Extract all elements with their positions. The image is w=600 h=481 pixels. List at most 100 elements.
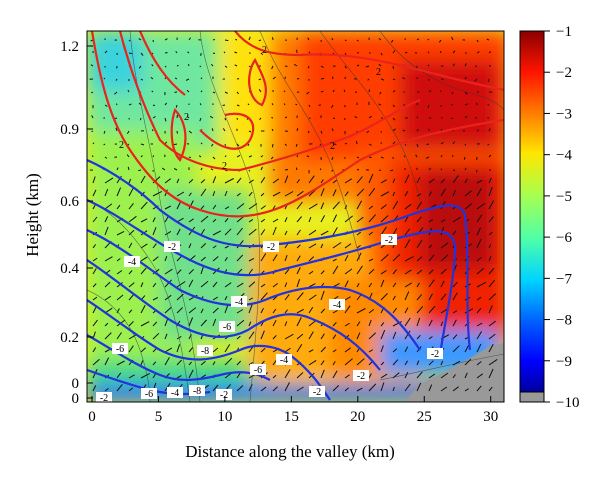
wind-arrow bbox=[258, 39, 262, 42]
wind-arrow bbox=[128, 52, 133, 55]
wind-arrow bbox=[164, 333, 168, 340]
wind-arrow bbox=[428, 305, 436, 314]
svg-text:-4: -4 bbox=[280, 355, 288, 366]
wind-arrow bbox=[138, 38, 142, 41]
wind-arrow bbox=[380, 78, 385, 81]
wind-arrow bbox=[284, 65, 288, 67]
wind-arrow bbox=[116, 308, 120, 314]
wind-arrow bbox=[476, 51, 480, 54]
wind-arrow bbox=[188, 37, 192, 41]
wind-arrow bbox=[404, 51, 408, 54]
wind-arrow bbox=[344, 254, 349, 262]
wind-arrow bbox=[486, 38, 490, 41]
wind-arrow bbox=[416, 282, 420, 288]
wind-arrow bbox=[320, 65, 324, 69]
wind-arrow bbox=[271, 103, 274, 106]
x-tick-label: 15 bbox=[284, 409, 299, 425]
wind-arrow bbox=[188, 369, 194, 379]
contour-label: -2 bbox=[381, 234, 397, 246]
contour-label: -4 bbox=[276, 354, 292, 366]
wind-arrow bbox=[188, 317, 194, 327]
wind-arrow bbox=[344, 191, 349, 197]
wind-arrow bbox=[271, 143, 274, 148]
wind-arrow bbox=[200, 319, 207, 327]
wind-arrow bbox=[236, 319, 245, 327]
wind-arrow bbox=[128, 294, 134, 301]
wind-arrow bbox=[115, 127, 118, 132]
wind-arrow bbox=[331, 169, 334, 172]
wind-arrow bbox=[104, 256, 113, 262]
wind-arrow bbox=[320, 243, 324, 249]
wind-arrow bbox=[271, 65, 274, 70]
wind-arrow bbox=[452, 169, 456, 171]
wind-arrow bbox=[368, 173, 374, 184]
wind-arrow bbox=[404, 317, 411, 327]
wind-arrow bbox=[378, 103, 382, 106]
wind-arrow bbox=[224, 373, 232, 379]
wind-arrow bbox=[404, 203, 412, 210]
wind-arrow bbox=[210, 63, 214, 67]
wind-arrow bbox=[224, 304, 229, 314]
wind-arrow bbox=[128, 270, 133, 275]
contour-label: -4 bbox=[231, 296, 247, 308]
wind-arrow bbox=[488, 320, 496, 327]
wind-arrow bbox=[284, 255, 288, 262]
contour-label: -6 bbox=[112, 343, 128, 355]
wind-arrow bbox=[356, 216, 364, 223]
wind-arrow bbox=[212, 38, 215, 41]
wind-arrow bbox=[378, 169, 382, 171]
wind-arrow bbox=[248, 191, 253, 197]
wind-arrow bbox=[476, 307, 482, 314]
wind-arrow bbox=[92, 347, 97, 353]
wind-arrow bbox=[488, 244, 492, 249]
wind-arrow bbox=[380, 254, 389, 262]
wind-arrow bbox=[164, 102, 168, 106]
wind-arrow bbox=[439, 50, 442, 54]
colorbar bbox=[519, 30, 545, 403]
wind-arrow bbox=[416, 269, 423, 275]
wind-vectors bbox=[89, 36, 498, 392]
wind-arrow bbox=[128, 242, 133, 249]
wind-arrow bbox=[308, 320, 317, 327]
wind-arrow bbox=[365, 65, 370, 68]
wind-arrow bbox=[438, 39, 442, 43]
wind-arrow bbox=[440, 321, 444, 327]
wind-arrow bbox=[440, 372, 449, 379]
wind-arrow bbox=[452, 334, 458, 340]
wind-arrow bbox=[404, 291, 410, 301]
wind-arrow bbox=[104, 357, 110, 366]
contour-label: 2 bbox=[330, 141, 335, 152]
wind-arrow bbox=[416, 216, 422, 223]
wind-arrow bbox=[402, 76, 406, 80]
wind-arrow bbox=[392, 269, 397, 275]
wind-arrow bbox=[104, 226, 109, 236]
wind-arrow bbox=[344, 243, 352, 249]
wind-arrow bbox=[452, 216, 462, 223]
wind-arrow bbox=[390, 39, 394, 43]
wind-arrow bbox=[416, 177, 421, 184]
wind-arrow bbox=[92, 176, 96, 184]
wind-arrow bbox=[236, 240, 244, 249]
wind-arrow bbox=[128, 387, 134, 392]
wind-arrow bbox=[140, 175, 146, 184]
plot-frame bbox=[86, 30, 505, 403]
wind-arrow bbox=[476, 331, 483, 340]
wind-arrow bbox=[296, 317, 302, 327]
wind-arrow bbox=[368, 349, 373, 353]
contour-label: -8 bbox=[189, 385, 205, 397]
wind-arrow bbox=[428, 89, 432, 93]
wind-arrow bbox=[126, 130, 130, 135]
wind-arrow bbox=[284, 309, 288, 314]
wind-arrow bbox=[356, 308, 366, 314]
wind-arrow bbox=[440, 78, 444, 81]
red-contours bbox=[90, 31, 504, 218]
wind-arrow bbox=[356, 358, 365, 366]
wind-arrow bbox=[128, 229, 135, 236]
wind-arrow bbox=[428, 254, 435, 262]
svg-text:-4: -4 bbox=[128, 257, 136, 268]
wind-arrow bbox=[368, 115, 372, 119]
wind-arrow bbox=[272, 178, 280, 184]
wind-arrow bbox=[332, 265, 339, 275]
x-axis-title: Distance along the valley (km) bbox=[185, 442, 395, 461]
wind-arrow bbox=[451, 104, 454, 106]
